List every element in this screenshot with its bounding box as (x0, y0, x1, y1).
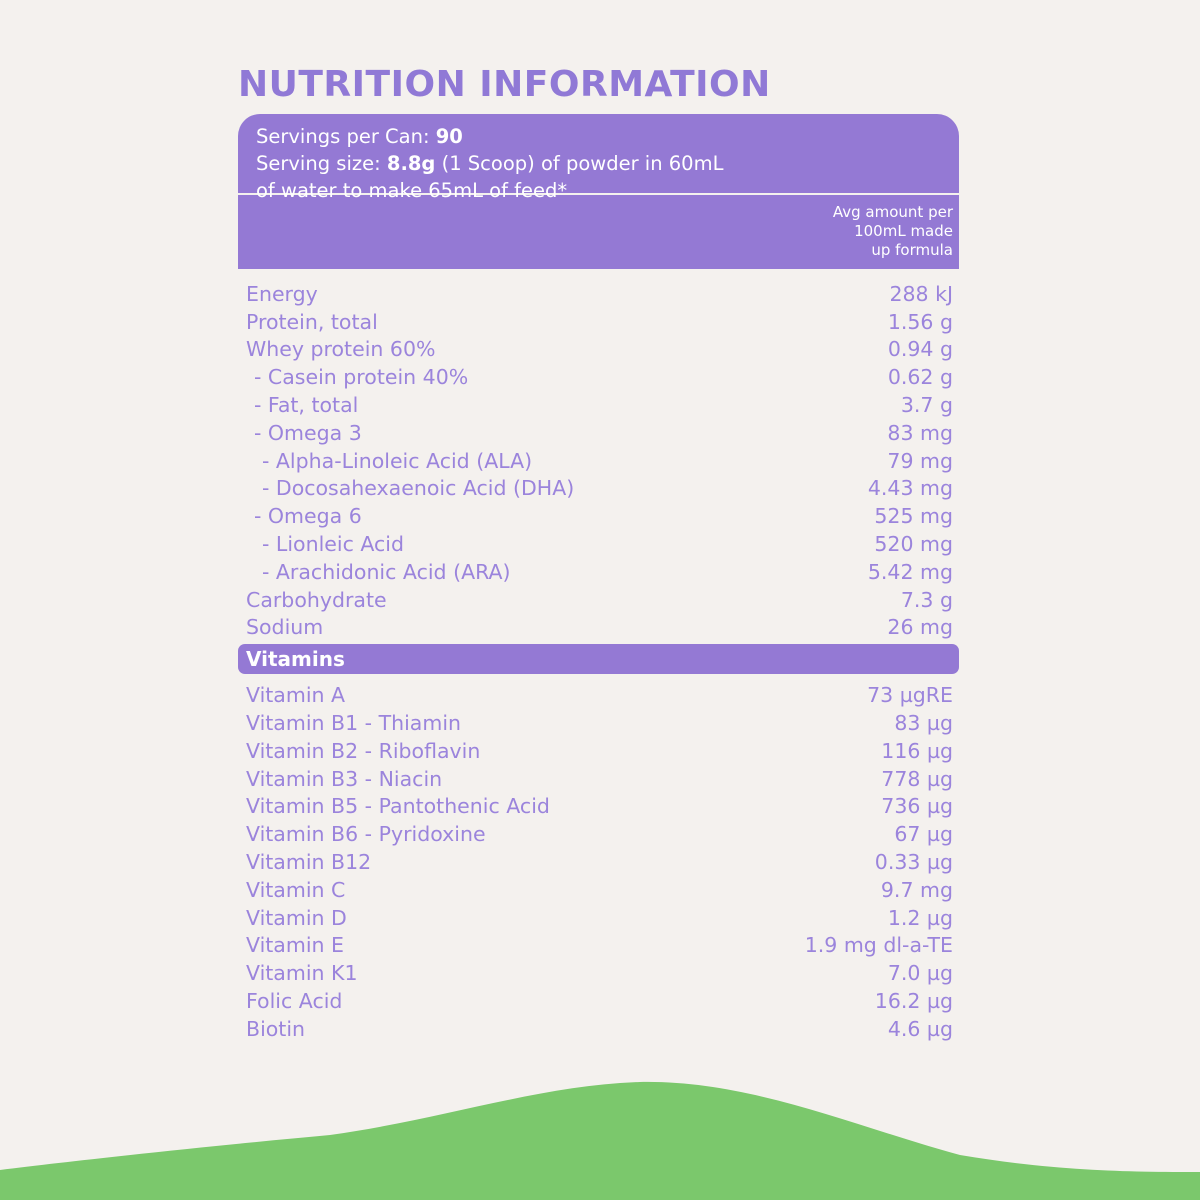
nutrient-row-value: 288 kJ (889, 281, 953, 306)
nutrient-row-name: - Docosahexaenoic Acid (DHA) (262, 476, 575, 501)
nutrient-row: - Omega 3 83 mg (238, 419, 959, 447)
column-header-line1: Avg amount per (832, 203, 953, 221)
serving-size-line2: of water to make 65mL of feed* (256, 179, 568, 202)
nutrient-row: Carbohydrate 7.3 g (238, 586, 959, 614)
nutrient-row: Protein, total 1.56 g (238, 308, 959, 336)
nutrient-row-name: Sodium (246, 615, 324, 640)
servings-value: 90 (435, 125, 463, 148)
vitamin-row: Vitamin E 1.9 mg dl-a-TE (238, 932, 959, 960)
vitamin-list: Vitamin A 73 µgRE Vitamin B1 - Thiamin 83 µ… (238, 681, 959, 1042)
nutrient-row: Energy 288 kJ (238, 280, 959, 308)
nutrient-row: - Arachidonic Acid (ARA) 5.42 mg (238, 558, 959, 586)
vitamin-row-value: 1.9 mg dl-a-TE (804, 933, 953, 958)
vitamin-row-name: Vitamin D (246, 905, 347, 930)
nutrient-row: - Lionleic Acid 520 mg (238, 530, 959, 558)
column-header-line3: up formula (871, 241, 953, 259)
servings-per-can: Servings per Can: 90 (256, 123, 941, 150)
nutrient-row-value: 0.94 g (887, 337, 953, 362)
nutrient-row-value: 4.43 mg (867, 476, 953, 501)
vitamin-row-value: 9.7 mg (880, 877, 953, 902)
vitamin-row-name: Vitamin B6 - Pyridoxine (246, 822, 486, 847)
vitamin-row: Vitamin B3 - Niacin 778 µg (238, 765, 959, 793)
nutrient-row-name: - Arachidonic Acid (ARA) (262, 559, 511, 584)
vitamin-row-name: Vitamin B2 - Riboflavin (246, 738, 481, 763)
vitamin-row-name: Vitamin E (246, 933, 344, 958)
vitamin-row: Vitamin K1 7.0 µg (238, 959, 959, 987)
vitamin-row-value: 83 µg (894, 711, 953, 736)
nutrition-panel: Servings per Can: 90 Serving size: 8.8g … (238, 114, 959, 1043)
serving-size-rest: (1 Scoop) of powder in 60mL (435, 152, 724, 175)
vitamin-row-name: Vitamin B3 - Niacin (246, 766, 443, 791)
vitamin-row: Biotin 4.6 µg (238, 1015, 959, 1043)
vitamin-row-value: 67 µg (894, 822, 953, 847)
nutrient-row: Whey protein 60% 0.94 g (238, 336, 959, 364)
vitamins-section-header: Vitamins (238, 644, 959, 675)
serving-size: Serving size: 8.8g (1 Scoop) of powder i… (256, 150, 941, 177)
serving-info-header: Servings per Can: 90 Serving size: 8.8g … (238, 114, 959, 202)
wave-shape (0, 1081, 1200, 1200)
page-title: NUTRITION INFORMATION (238, 64, 771, 105)
vitamin-row-name: Folic Acid (246, 989, 343, 1014)
serving-size-label: Serving size: (256, 152, 387, 175)
vitamin-row-name: Vitamin B12 (246, 850, 372, 875)
nutrient-row: - Casein protein 40% 0.62 g (238, 363, 959, 391)
column-header-line2: 100mL made (854, 222, 953, 240)
vitamin-row-value: 736 µg (881, 794, 953, 819)
serving-size-value: 8.8g (386, 152, 436, 175)
vitamin-row-name: Biotin (246, 1016, 306, 1041)
vitamin-row-value: 1.2 µg (887, 905, 953, 930)
vitamin-row-value: 16.2 µg (874, 989, 953, 1014)
vitamin-row: Vitamin B1 - Thiamin 83 µg (238, 709, 959, 737)
nutrient-row-name: Protein, total (246, 309, 378, 334)
nutrient-row: Sodium 26 mg (238, 614, 959, 642)
vitamin-row: Vitamin B5 - Pantothenic Acid 736 µg (238, 793, 959, 821)
nutrient-row-value: 525 mg (874, 504, 953, 529)
vitamin-row: Vitamin B6 - Pyridoxine 67 µg (238, 820, 959, 848)
nutrient-row-value: 520 mg (874, 532, 953, 557)
nutrient-row-name: - Alpha-Linoleic Acid (ALA) (262, 448, 533, 473)
nutrient-row-value: 83 mg (887, 420, 953, 445)
nutrient-row-value: 5.42 mg (867, 559, 953, 584)
nutrient-row-name: - Lionleic Acid (262, 532, 404, 557)
nutrient-row-name: - Fat, total (254, 393, 359, 418)
nutrient-row: - Fat, total 3.7 g (238, 391, 959, 419)
vitamin-row-name: Vitamin B1 - Thiamin (246, 711, 462, 736)
nutrient-row-value: 7.3 g (900, 587, 953, 612)
vitamin-row-name: Vitamin K1 (246, 961, 358, 986)
vitamin-row-value: 7.0 µg (887, 961, 953, 986)
vitamin-row: Vitamin D 1.2 µg (238, 904, 959, 932)
servings-label: Servings per Can: (256, 125, 436, 148)
vitamin-row: Vitamin C 9.7 mg (238, 876, 959, 904)
nutrient-row-name: Whey protein 60% (246, 337, 436, 362)
vitamin-row: Vitamin B12 0.33 µg (238, 848, 959, 876)
column-header: Avg amount per 100mL made up formula (238, 193, 959, 269)
vitamin-row: Vitamin B2 - Riboflavin 116 µg (238, 737, 959, 765)
nutrient-row-value: 3.7 g (900, 393, 953, 418)
vitamin-row-name: Vitamin B5 - Pantothenic Acid (246, 794, 550, 819)
vitamin-row: Folic Acid 16.2 µg (238, 987, 959, 1015)
vitamin-row-value: 73 µgRE (867, 683, 953, 708)
nutrient-row-value: 79 mg (887, 448, 953, 473)
nutrient-row: - Omega 6 525 mg (238, 502, 959, 530)
vitamin-row-value: 0.33 µg (874, 850, 953, 875)
nutrient-row-name: Carbohydrate (246, 587, 387, 612)
nutrient-row: - Docosahexaenoic Acid (DHA) 4.43 mg (238, 475, 959, 503)
nutrient-row-name: - Casein protein 40% (254, 365, 469, 390)
vitamin-row-name: Vitamin C (246, 877, 346, 902)
nutrient-row-value: 1.56 g (887, 309, 953, 334)
vitamin-row-value: 4.6 µg (887, 1016, 953, 1041)
nutrient-row: - Alpha-Linoleic Acid (ALA) 79 mg (238, 447, 959, 475)
nutrient-row-name: - Omega 6 (254, 504, 362, 529)
vitamin-row-value: 778 µg (881, 766, 953, 791)
nutrient-row-value: 26 mg (887, 615, 953, 640)
vitamin-row: Vitamin A 73 µgRE (238, 681, 959, 709)
nutrient-row-name: Energy (246, 281, 318, 306)
nutrient-row-name: - Omega 3 (254, 420, 362, 445)
vitamin-row-value: 116 µg (881, 738, 953, 763)
vitamin-row-name: Vitamin A (246, 683, 346, 708)
nutrient-list: Energy 288 kJ Protein, total 1.56 g Whey pro… (238, 280, 959, 641)
nutrient-row-value: 0.62 g (887, 365, 953, 390)
